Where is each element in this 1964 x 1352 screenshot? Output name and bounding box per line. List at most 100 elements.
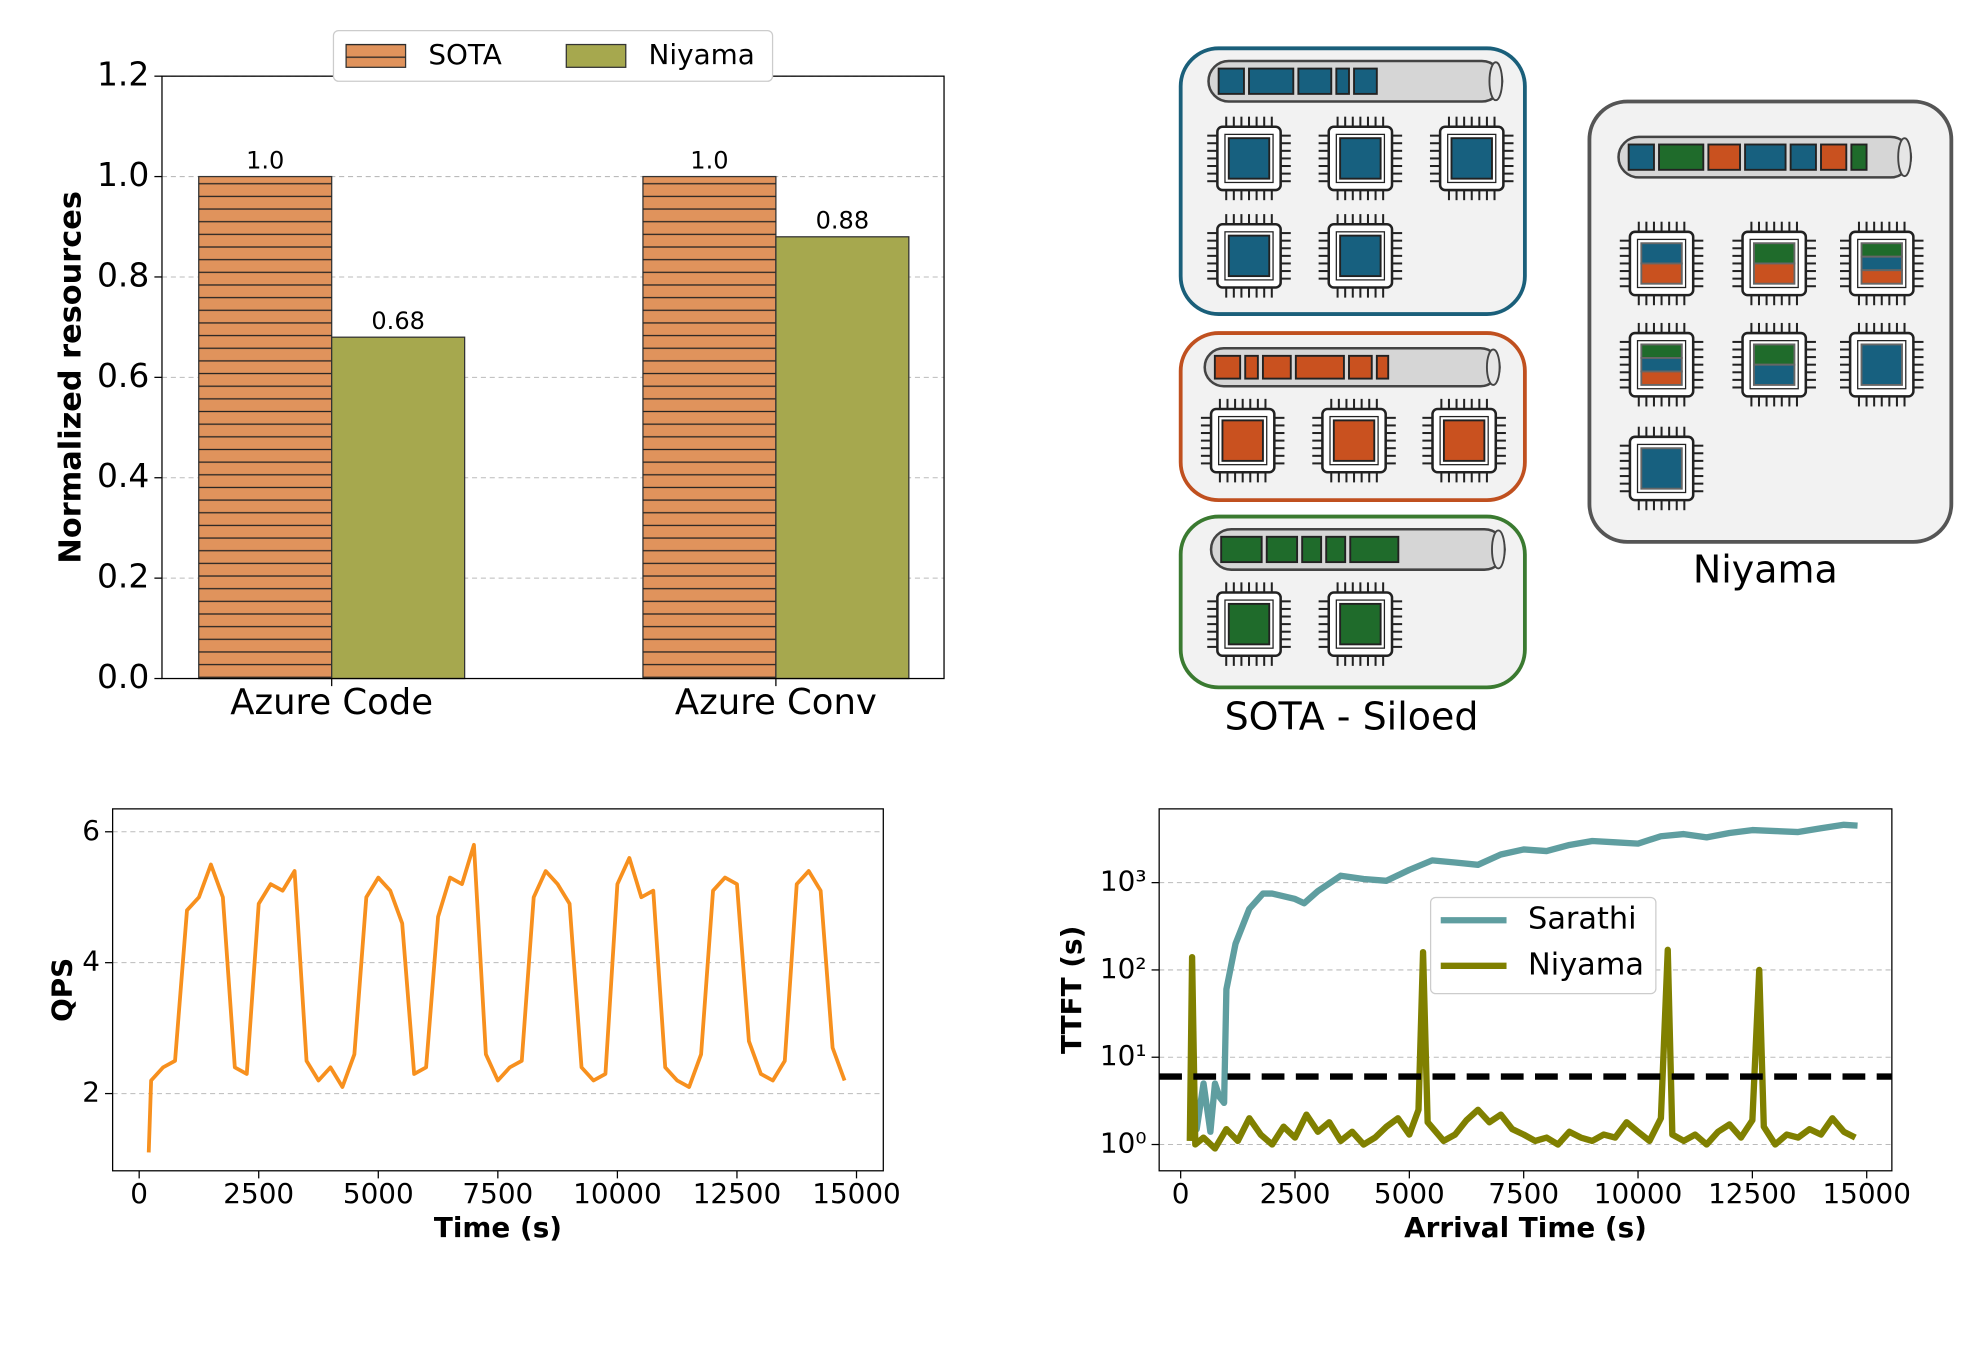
x-tick-label: 5000: [343, 1177, 414, 1210]
x-tick-label: 2500: [223, 1177, 294, 1210]
chip-core-frame: [1857, 340, 1907, 390]
request: [1707, 143, 1741, 171]
chip-core-frame: [1636, 340, 1687, 390]
chip-core-frame: [1335, 599, 1386, 649]
diagram-label: Niyama: [1693, 548, 1838, 592]
request: [1244, 354, 1259, 380]
request: [1820, 143, 1848, 171]
legend-box: [332, 29, 774, 82]
diagram-label: SOTA - Siloed: [1225, 695, 1479, 739]
chip-core: [1640, 370, 1683, 386]
y-axis-label: QPS: [45, 958, 78, 1022]
chip-core-frame: [1335, 231, 1386, 281]
chip-core: [1227, 137, 1271, 180]
x-tick-label: 15000: [812, 1177, 901, 1210]
x-tick-label: 10000: [1594, 1177, 1683, 1210]
request: [1220, 535, 1263, 564]
chip-core: [1442, 419, 1486, 462]
chip-core-frame: [1636, 443, 1687, 494]
request: [1353, 67, 1378, 95]
queue-end: [1491, 529, 1506, 570]
x-tick-label: 2500: [1260, 1177, 1331, 1210]
request: [1627, 143, 1655, 171]
value-label: 1.0: [246, 146, 284, 174]
request: [1744, 143, 1787, 171]
legend-label: Niyama: [649, 38, 755, 71]
chip-core-frame: [1218, 415, 1268, 466]
chip-core-frame: [1224, 231, 1274, 281]
chip-core: [1860, 343, 1903, 386]
data-line: [1190, 821, 1858, 1135]
request: [1261, 354, 1292, 380]
chip-core: [1640, 242, 1683, 265]
x-tick-label: 15000: [1822, 1177, 1911, 1210]
plot-frame: [1158, 808, 1893, 1172]
diagram: [1178, 46, 1954, 690]
request: [1850, 143, 1868, 171]
legend-swatch: [565, 43, 627, 68]
legend: SOTA Niyama: [332, 29, 774, 82]
request: [1335, 67, 1350, 95]
request: [1297, 67, 1333, 95]
value-label: 1.0: [690, 146, 728, 174]
chip-core-frame: [1636, 238, 1687, 289]
chip-core: [1339, 234, 1382, 278]
y-tick-label: 0.8: [97, 255, 149, 294]
x-axis-label: Time (s): [434, 1211, 562, 1244]
x-tick-label: 0: [1172, 1177, 1190, 1210]
chip-core: [1752, 343, 1796, 366]
server-group: [1587, 99, 1954, 544]
data-line: [146, 842, 847, 1153]
request: [1301, 535, 1323, 564]
y-tick-label: 2: [82, 1076, 100, 1109]
chip-core: [1640, 356, 1683, 373]
x-tick-label: 5000: [1374, 1177, 1445, 1210]
x-tick-label: 10000: [573, 1177, 662, 1210]
x-tick-label: Azure Code: [230, 682, 433, 723]
y-tick-label: 0.6: [97, 356, 149, 395]
bar: [775, 236, 910, 680]
chip-core: [1860, 255, 1903, 272]
chip-core: [1221, 419, 1264, 462]
chip-core: [1640, 343, 1683, 359]
y-tick-label: 10¹: [1100, 1039, 1147, 1072]
chip-core: [1339, 602, 1382, 646]
x-tick-label: 12500: [693, 1177, 782, 1210]
y-axis-label: TTFT (s): [1055, 926, 1088, 1054]
y-tick-label: 1.2: [97, 55, 149, 94]
chip-core: [1332, 419, 1376, 462]
y-tick-label: 10⁰: [1100, 1127, 1147, 1160]
queue-end: [1488, 61, 1504, 102]
value-label: 0.68: [371, 307, 425, 335]
chip-core-frame: [1447, 133, 1497, 184]
y-tick-label: 6: [82, 814, 100, 847]
chip-core: [1752, 363, 1796, 386]
y-tick-label: 4: [82, 945, 100, 978]
chip-core-frame: [1857, 238, 1907, 289]
data-line: [1186, 946, 1857, 1152]
x-tick-label: Azure Conv: [675, 682, 877, 723]
queue-end: [1897, 137, 1912, 178]
chip-core-frame: [1749, 238, 1799, 289]
plot-frame: [111, 808, 884, 1172]
x-axis-label: Arrival Time (s): [1404, 1211, 1647, 1244]
request: [1217, 67, 1245, 95]
chip-core: [1640, 262, 1683, 285]
y-tick-label: 10²: [1100, 952, 1147, 985]
x-tick-label: 0: [130, 1177, 148, 1210]
request: [1325, 535, 1347, 564]
x-tick-label: 7500: [462, 1177, 533, 1210]
x-tick-label: 7500: [1488, 1177, 1559, 1210]
chip-core-frame: [1335, 133, 1386, 184]
chip-core: [1752, 262, 1796, 285]
request: [1349, 535, 1400, 564]
bar-hatch: [198, 176, 332, 679]
value-label: 0.88: [816, 207, 870, 235]
chip-core-frame: [1224, 133, 1274, 184]
chip-core-frame: [1439, 415, 1489, 466]
legend-label: SOTA: [428, 38, 501, 71]
chip-core-frame: [1329, 415, 1379, 466]
request: [1789, 143, 1817, 171]
y-tick-label: 0.0: [97, 657, 149, 696]
